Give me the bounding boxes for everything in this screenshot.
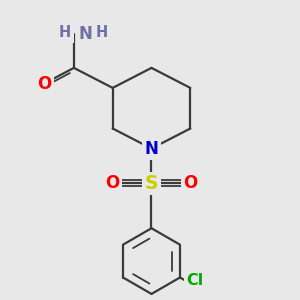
Text: S: S [145, 174, 158, 193]
Text: O: O [183, 174, 197, 192]
Text: H: H [59, 26, 71, 40]
Text: Cl: Cl [186, 273, 203, 288]
Text: O: O [106, 174, 120, 192]
Text: N: N [78, 25, 92, 43]
Text: O: O [37, 75, 51, 93]
Text: N: N [145, 140, 158, 158]
Text: H: H [95, 26, 107, 40]
